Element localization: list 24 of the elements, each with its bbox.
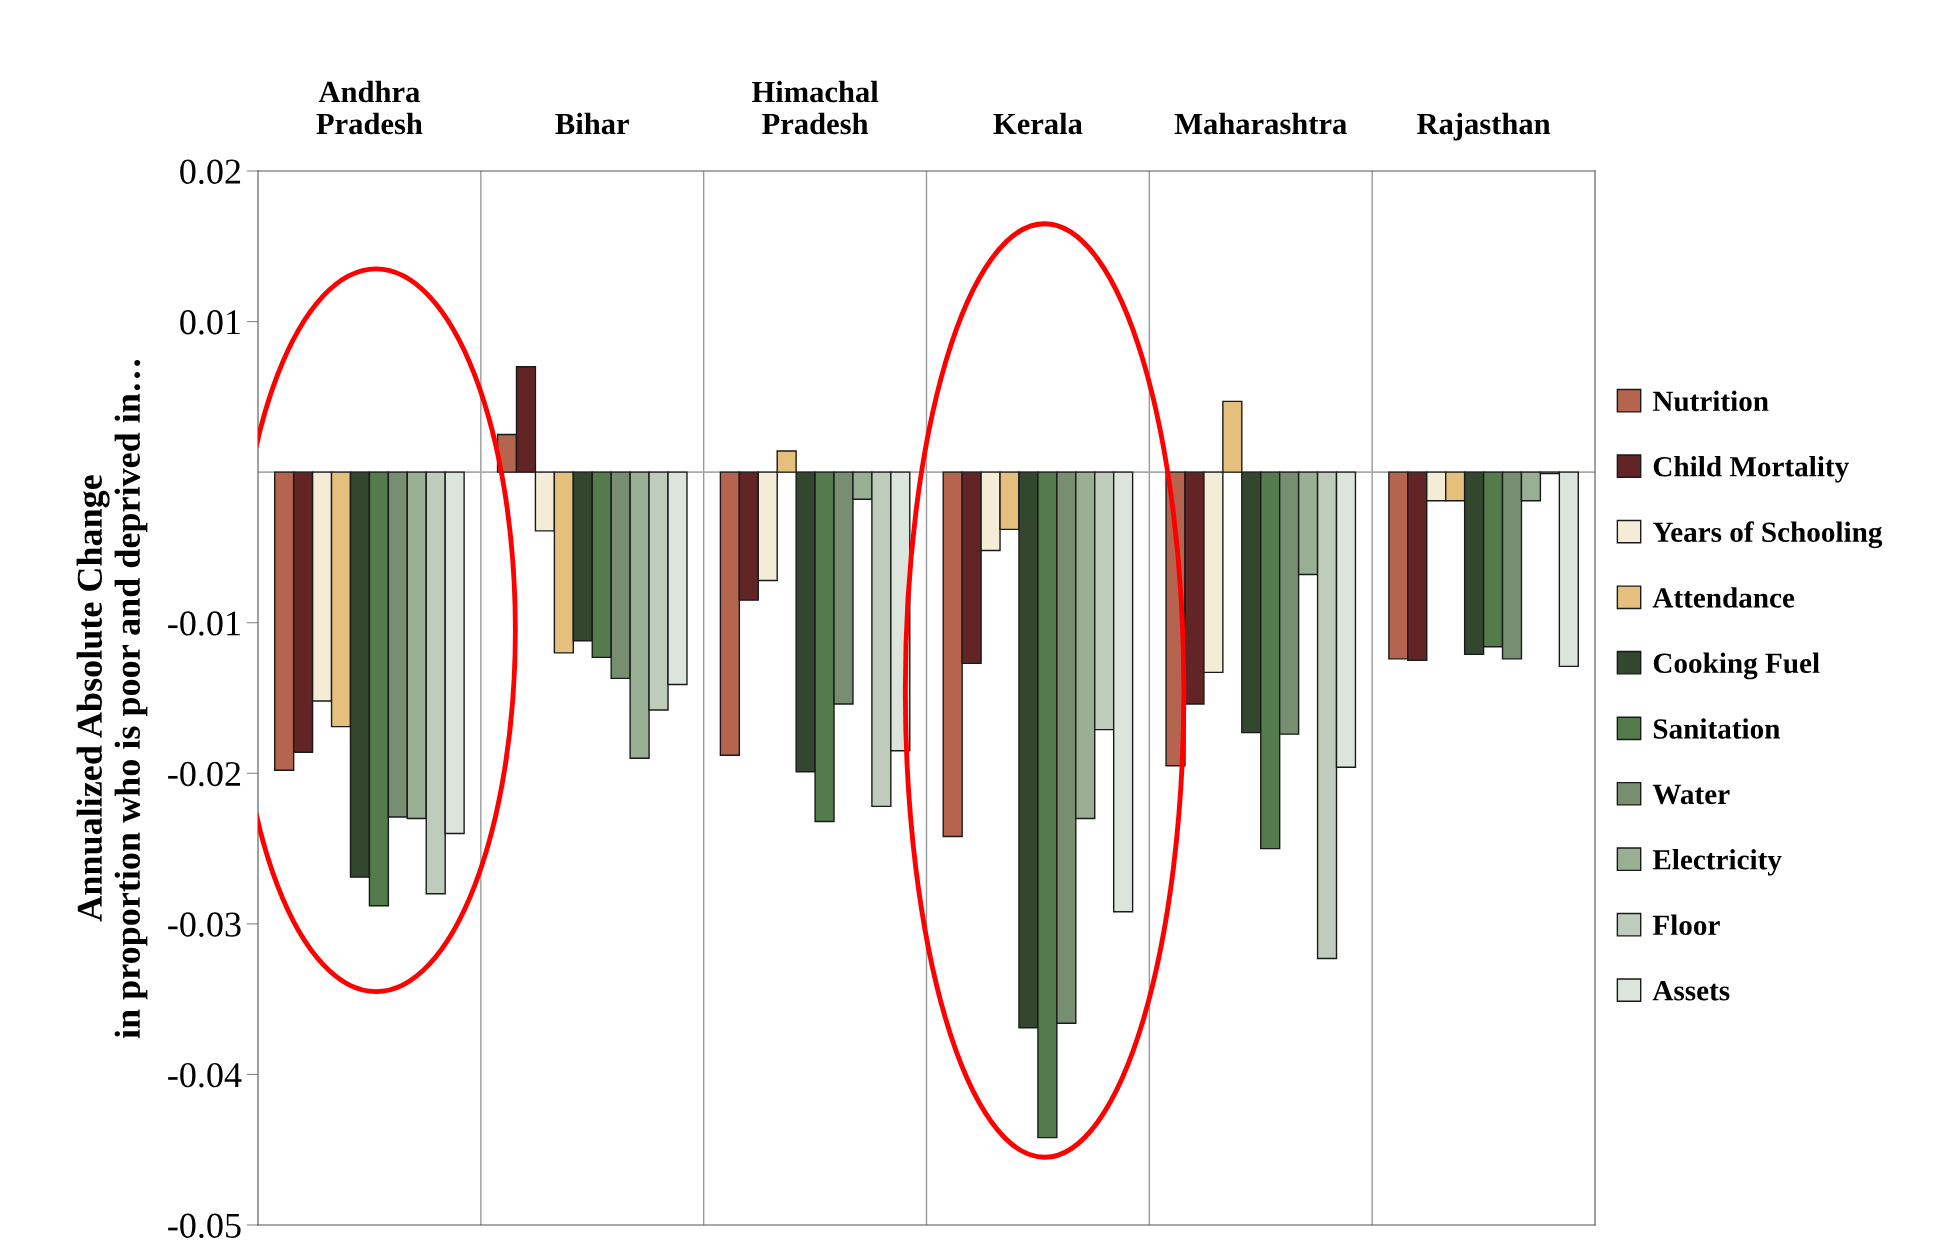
y-tick-label: -0.01 xyxy=(168,611,240,636)
x-tick-label: Himachal Pradesh xyxy=(751,80,879,135)
x-tick-label: Andhra Pradesh xyxy=(316,80,423,135)
legend-label: Electricity xyxy=(1652,849,1782,876)
legend-label: Floor xyxy=(1652,914,1720,936)
y-axis-title: Annualized Absolute Change in proportion who is poor and deprived in… xyxy=(76,359,148,1039)
y-tick-label: -0.05 xyxy=(168,1213,241,1239)
y-tick-label: -0.03 xyxy=(168,912,241,937)
legend-label: Assets xyxy=(1652,980,1730,1001)
y-tick-label: 0.02 xyxy=(180,159,241,185)
y-tick-label: 0.01 xyxy=(180,310,240,335)
x-tick-label: Kerala xyxy=(993,112,1083,135)
legend-label: Years of Schooling xyxy=(1652,521,1883,549)
legend-label: Attendance xyxy=(1652,587,1795,608)
legend-label: Water xyxy=(1652,784,1730,805)
y-tick-label: -0.02 xyxy=(168,761,241,787)
legend-label: Cooking Fuel xyxy=(1653,652,1820,680)
x-tick-label: Bihar xyxy=(555,112,629,135)
y-tick-label: -0.04 xyxy=(168,1062,242,1088)
x-tick-label: Rajasthan xyxy=(1417,112,1551,141)
legend-label: Child Mortality xyxy=(1653,456,1849,483)
legend-label: Nutrition xyxy=(1652,390,1769,412)
x-tick-label: Maharashtra xyxy=(1174,112,1347,135)
legend-label: Sanitation xyxy=(1653,718,1780,739)
